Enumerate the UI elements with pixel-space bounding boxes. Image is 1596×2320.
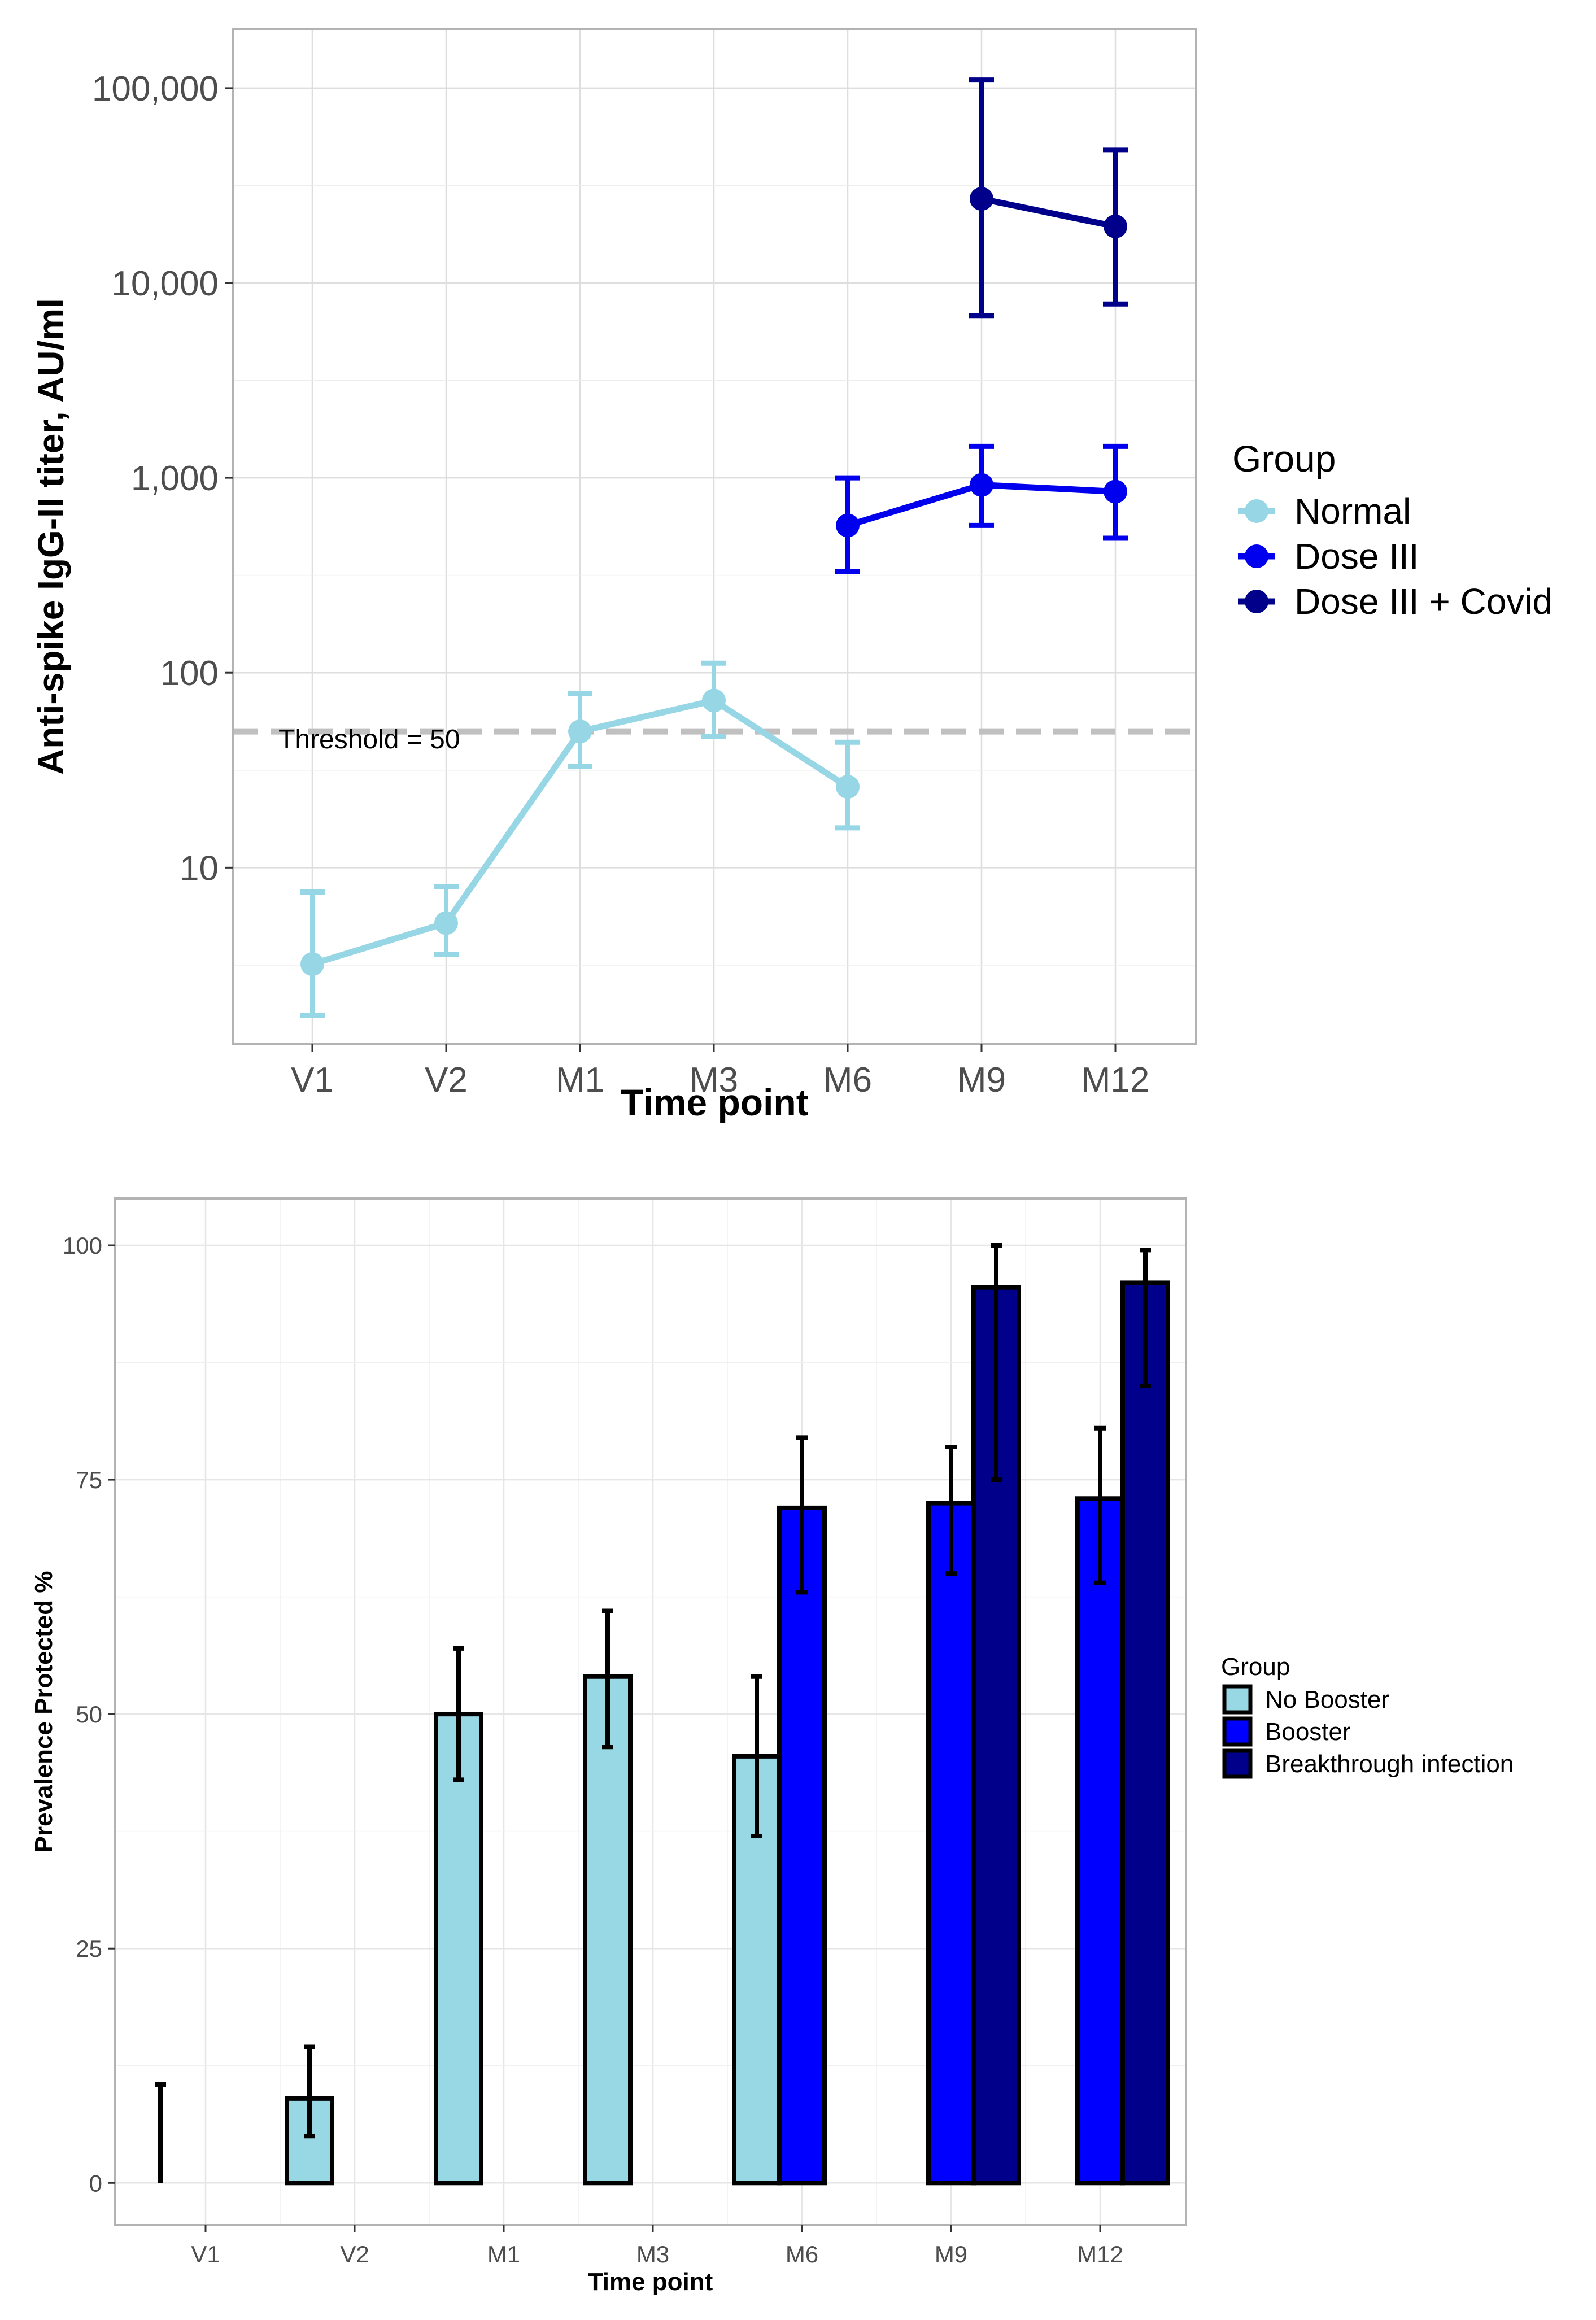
x-tick-label: V2	[340, 2241, 369, 2267]
legend-item-dose-iii: Dose III	[1238, 536, 1419, 577]
x-tick-label: V2	[425, 1061, 468, 1100]
data-point	[836, 513, 860, 538]
threshold-label: Threshold = 50	[278, 725, 460, 755]
y-axis-ticks: 0 25 50 75 100	[63, 1232, 115, 2196]
legend-label: No Booster	[1265, 1686, 1389, 1713]
legend-key	[1222, 1748, 1253, 1779]
data-point	[434, 911, 458, 935]
y-tick-label: 1,000	[131, 459, 219, 498]
y-tick-label: 25	[76, 1935, 102, 1962]
error-bar-booster-m6	[796, 1435, 808, 1595]
bar-booster-m9	[926, 1501, 976, 2186]
y-tick-label: 75	[76, 1467, 102, 1493]
bar-no-booster-m3	[583, 1674, 633, 2186]
legend-title: Group	[1232, 438, 1336, 479]
data-point	[970, 473, 993, 497]
error-bar-no-booster-m6	[751, 1674, 762, 1838]
x-axis-ticks: V1 V2 M1 M3 M6 M9 M12	[191, 2225, 1123, 2267]
prevalence-bar-chart: 0 25 50 75 100 V1 V2 M1 M3 M6 M9 M12 Time point Pr…	[30, 1197, 1514, 2296]
titer-line-chart: Threshold = 50 10 100 1,000 10,000 100,000 V…	[30, 28, 1553, 1123]
error-bar-booster-m9	[945, 1444, 957, 1576]
legend-key	[1222, 1716, 1253, 1747]
series-dose-iii	[835, 443, 1128, 574]
data-point	[1104, 479, 1127, 504]
y-tick-label: 50	[76, 1701, 102, 1728]
legend-key-point	[1245, 544, 1268, 568]
bar-booster-m12	[1075, 1496, 1125, 2186]
x-axis-ticks: V1 V2 M1 M3 M6 M9 M12	[291, 1044, 1149, 1100]
x-tick-label: M1	[487, 2241, 520, 2267]
error-bar-booster-m12	[1094, 1425, 1106, 1585]
data-point	[1104, 214, 1127, 238]
y-tick-label: 10,000	[111, 264, 219, 303]
bar-no-booster-m1	[434, 1712, 483, 2186]
legend-item-booster: Booster	[1222, 1716, 1351, 1747]
data-point	[300, 952, 324, 976]
data-series	[300, 77, 1128, 1018]
grid	[233, 29, 1196, 1044]
legend: No Booster Booster Breakthrough infection	[1222, 1684, 1514, 1779]
series-line	[980, 195, 1117, 230]
x-tick-label: M9	[935, 2241, 967, 2267]
y-axis-label: Anti-spike IgG-II titer, AU/ml	[30, 298, 71, 775]
legend-key-point	[1245, 499, 1268, 523]
x-tick-label: M12	[1082, 1061, 1150, 1100]
legend-item-normal: Normal	[1238, 491, 1411, 531]
error-bar-no-booster-v1	[155, 2082, 166, 2183]
legend-item-no-booster: No Booster	[1222, 1684, 1389, 1715]
y-tick-label: 0	[89, 2170, 102, 2196]
y-axis-label: Prevalence Protected %	[30, 1571, 58, 1853]
error-bar-breakthrough-infection-m9	[991, 1243, 1002, 1482]
x-tick-label: M6	[786, 2241, 818, 2267]
error-bar-no-booster-v2	[304, 2044, 315, 2139]
x-tick-label: M6	[823, 1061, 872, 1100]
x-tick-label: M3	[636, 2241, 669, 2267]
series-dose-iii-covid	[969, 77, 1128, 319]
legend-label: Dose III + Covid	[1294, 581, 1553, 622]
x-tick-label: V1	[191, 2241, 220, 2267]
bar-breakthrough-infection-m12	[1120, 1280, 1170, 2186]
series-normal	[300, 660, 860, 1018]
x-tick-label: M9	[957, 1061, 1006, 1100]
x-tick-label: V1	[291, 1061, 334, 1100]
y-tick-label: 100	[160, 654, 219, 693]
grid	[115, 1198, 1186, 2225]
legend-item-breakthrough-infection: Breakthrough infection	[1222, 1748, 1514, 1779]
error-bar-no-booster-m3	[602, 1608, 613, 1750]
data-point	[836, 775, 860, 799]
x-tick-label: M3	[690, 1061, 738, 1100]
bar-booster-m6	[777, 1505, 827, 2186]
legend-item-dose-iii-covid: Dose III + Covid	[1238, 581, 1553, 622]
y-tick-label: 100	[63, 1232, 102, 1259]
plot-panel-border	[114, 1197, 1187, 2226]
legend-title: Group	[1221, 1653, 1290, 1681]
y-axis-ticks: 10 100 1,000 10,000 100,000	[92, 69, 233, 888]
x-tick-label: M12	[1077, 2241, 1123, 2267]
error-bar-breakthrough-infection-m12	[1140, 1248, 1151, 1389]
x-axis-label: Time point	[621, 1081, 808, 1123]
y-tick-label: 10	[180, 849, 219, 888]
error-bar-no-booster-m1	[453, 1646, 464, 1782]
y-tick-label: 100,000	[92, 69, 219, 108]
error-bars	[155, 1243, 1151, 2183]
data-point	[970, 187, 993, 211]
legend-label: Dose III	[1294, 536, 1419, 577]
plot-panel-border	[232, 28, 1197, 1045]
legend-key	[1222, 1684, 1253, 1715]
x-axis-label: Time point	[588, 2268, 713, 2296]
legend-label: Normal	[1294, 491, 1411, 531]
data-point	[568, 719, 592, 744]
data-point	[702, 688, 726, 713]
legend-label: Breakthrough infection	[1265, 1750, 1514, 1778]
legend-label: Booster	[1265, 1718, 1351, 1746]
x-tick-label: M1	[556, 1061, 604, 1100]
legend-key-point	[1245, 590, 1268, 613]
